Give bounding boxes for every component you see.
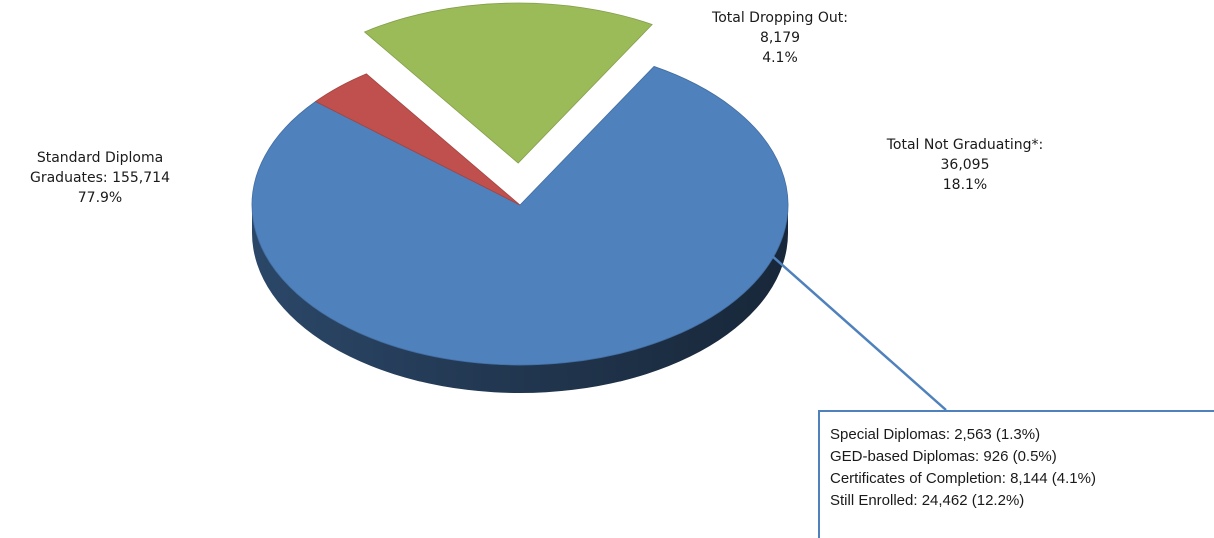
breakdown-list: Special Diplomas: 2,563 (1.3%) GED-based… xyxy=(830,424,1096,512)
breakdown-leader-line xyxy=(735,223,947,411)
breakdown-item-enrolled: Still Enrolled: 24,462 (12.2%) xyxy=(830,492,1025,509)
notgrad-label-line2: 36,095 xyxy=(940,157,990,173)
dropping-out-label: Total Dropping Out: 8,179 4.1% xyxy=(650,8,910,68)
standard-label-line1: Standard Diploma xyxy=(36,150,164,166)
breakdown-item-special: Special Diplomas: 2,563 (1.3%) xyxy=(830,426,1041,443)
pie-top-faces xyxy=(251,2,789,366)
breakdown-item-certificates: Certificates of Completion: 8,144 (4.1%) xyxy=(830,470,1096,487)
dropout-label-line1: Total Dropping Out: xyxy=(712,10,848,26)
slice-total-not-graduating xyxy=(363,2,653,164)
not-graduating-label: Total Not Graduating*: 36,095 18.1% xyxy=(820,135,1110,195)
pie-side-walls xyxy=(252,205,788,393)
dropout-label-line2: 8,179 xyxy=(759,30,801,46)
notgrad-label-line3: 18.1% xyxy=(942,177,988,193)
notgrad-label-line1: Total Not Graduating*: xyxy=(886,137,1044,153)
slice-side-0 xyxy=(252,205,788,393)
standard-label-line3: 77.9% xyxy=(77,190,123,206)
breakdown-item-ged: GED-based Diplomas: 926 (0.5%) xyxy=(830,448,1057,465)
standard-label-line2: Graduates: 155,714 xyxy=(30,170,170,186)
dropout-label-line3: 4.1% xyxy=(762,50,798,66)
standard-diploma-label: Standard Diploma Graduates: 155,714 77.9… xyxy=(0,148,200,208)
slice-total-dropping-out xyxy=(314,73,521,206)
breakdown-callout-box xyxy=(818,410,1214,538)
slice-standard-diploma-graduates xyxy=(251,65,789,366)
